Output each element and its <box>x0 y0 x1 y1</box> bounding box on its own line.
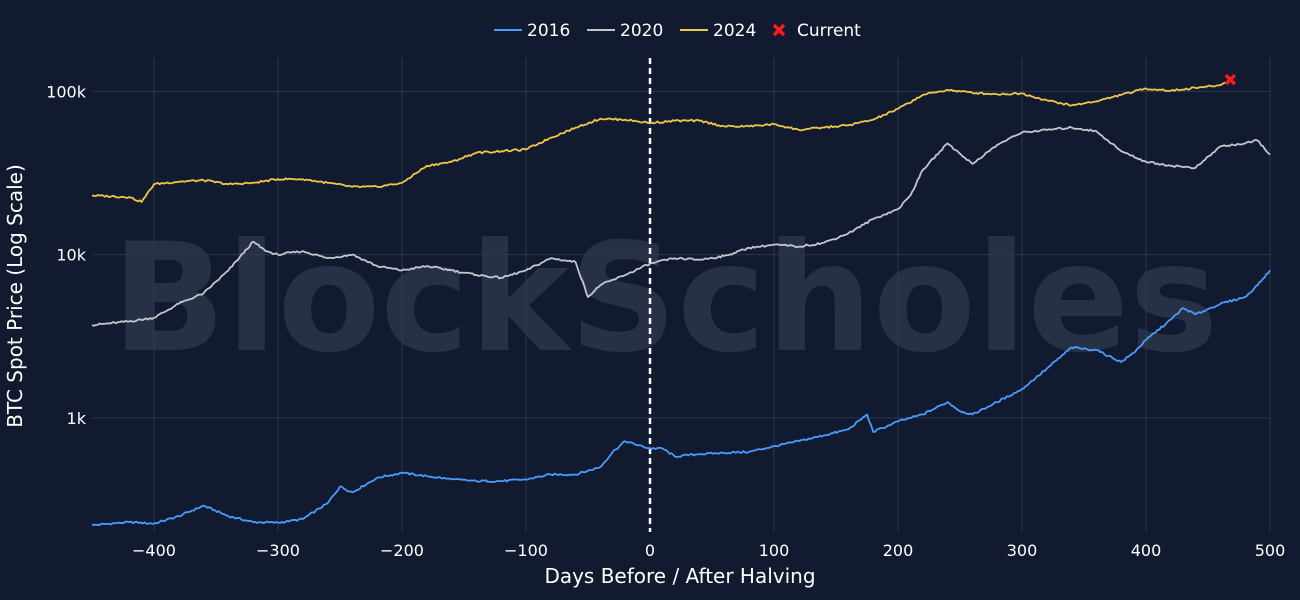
x-tick-label: −300 <box>256 541 300 560</box>
current-marker <box>1224 73 1237 86</box>
ticks: −400 −300 −200 −100 0 100 200 300 400 500 1k 10k 100… <box>46 82 1285 560</box>
x-tick-label: 400 <box>1131 541 1162 560</box>
legend-label-2020: 2020 <box>620 21 663 41</box>
grid <box>92 58 1271 532</box>
legend-label-current: Current <box>797 21 861 41</box>
y-tick-label: 10k <box>56 246 86 265</box>
watermark: BlockScholes <box>112 212 1219 386</box>
x-tick-label: 200 <box>883 541 914 560</box>
x-tick-label: −200 <box>380 541 424 560</box>
series-line-2024 <box>91 78 1231 203</box>
y-tick-label: 100k <box>46 82 87 101</box>
series-line-2020 <box>91 126 1271 327</box>
series-line-2016 <box>91 269 1271 527</box>
x-axis-title: Days Before / After Halving <box>544 564 815 588</box>
y-tick-label: 1k <box>67 409 87 428</box>
x-tick-label: −100 <box>504 541 548 560</box>
legend-item-2020[interactable]: 2020 <box>587 21 663 41</box>
series-layer <box>91 73 1271 527</box>
x-tick-label: 0 <box>645 541 655 560</box>
legend-label-2016: 2016 <box>527 21 570 41</box>
x-tick-label: 500 <box>1255 541 1286 560</box>
x-tick-label: 300 <box>1007 541 1038 560</box>
legend-item-current[interactable]: Current <box>772 21 861 41</box>
x-tick-label: 100 <box>759 541 790 560</box>
x-tick-label: −400 <box>132 541 176 560</box>
legend-item-2016[interactable]: 2016 <box>494 21 570 41</box>
legend-item-2024[interactable]: 2024 <box>680 21 756 41</box>
legend[interactable]: 2016 2020 2024 Current <box>494 21 861 41</box>
legend-label-2024: 2024 <box>713 21 756 41</box>
y-axis-title: BTC Spot Price (Log Scale) <box>3 164 27 428</box>
